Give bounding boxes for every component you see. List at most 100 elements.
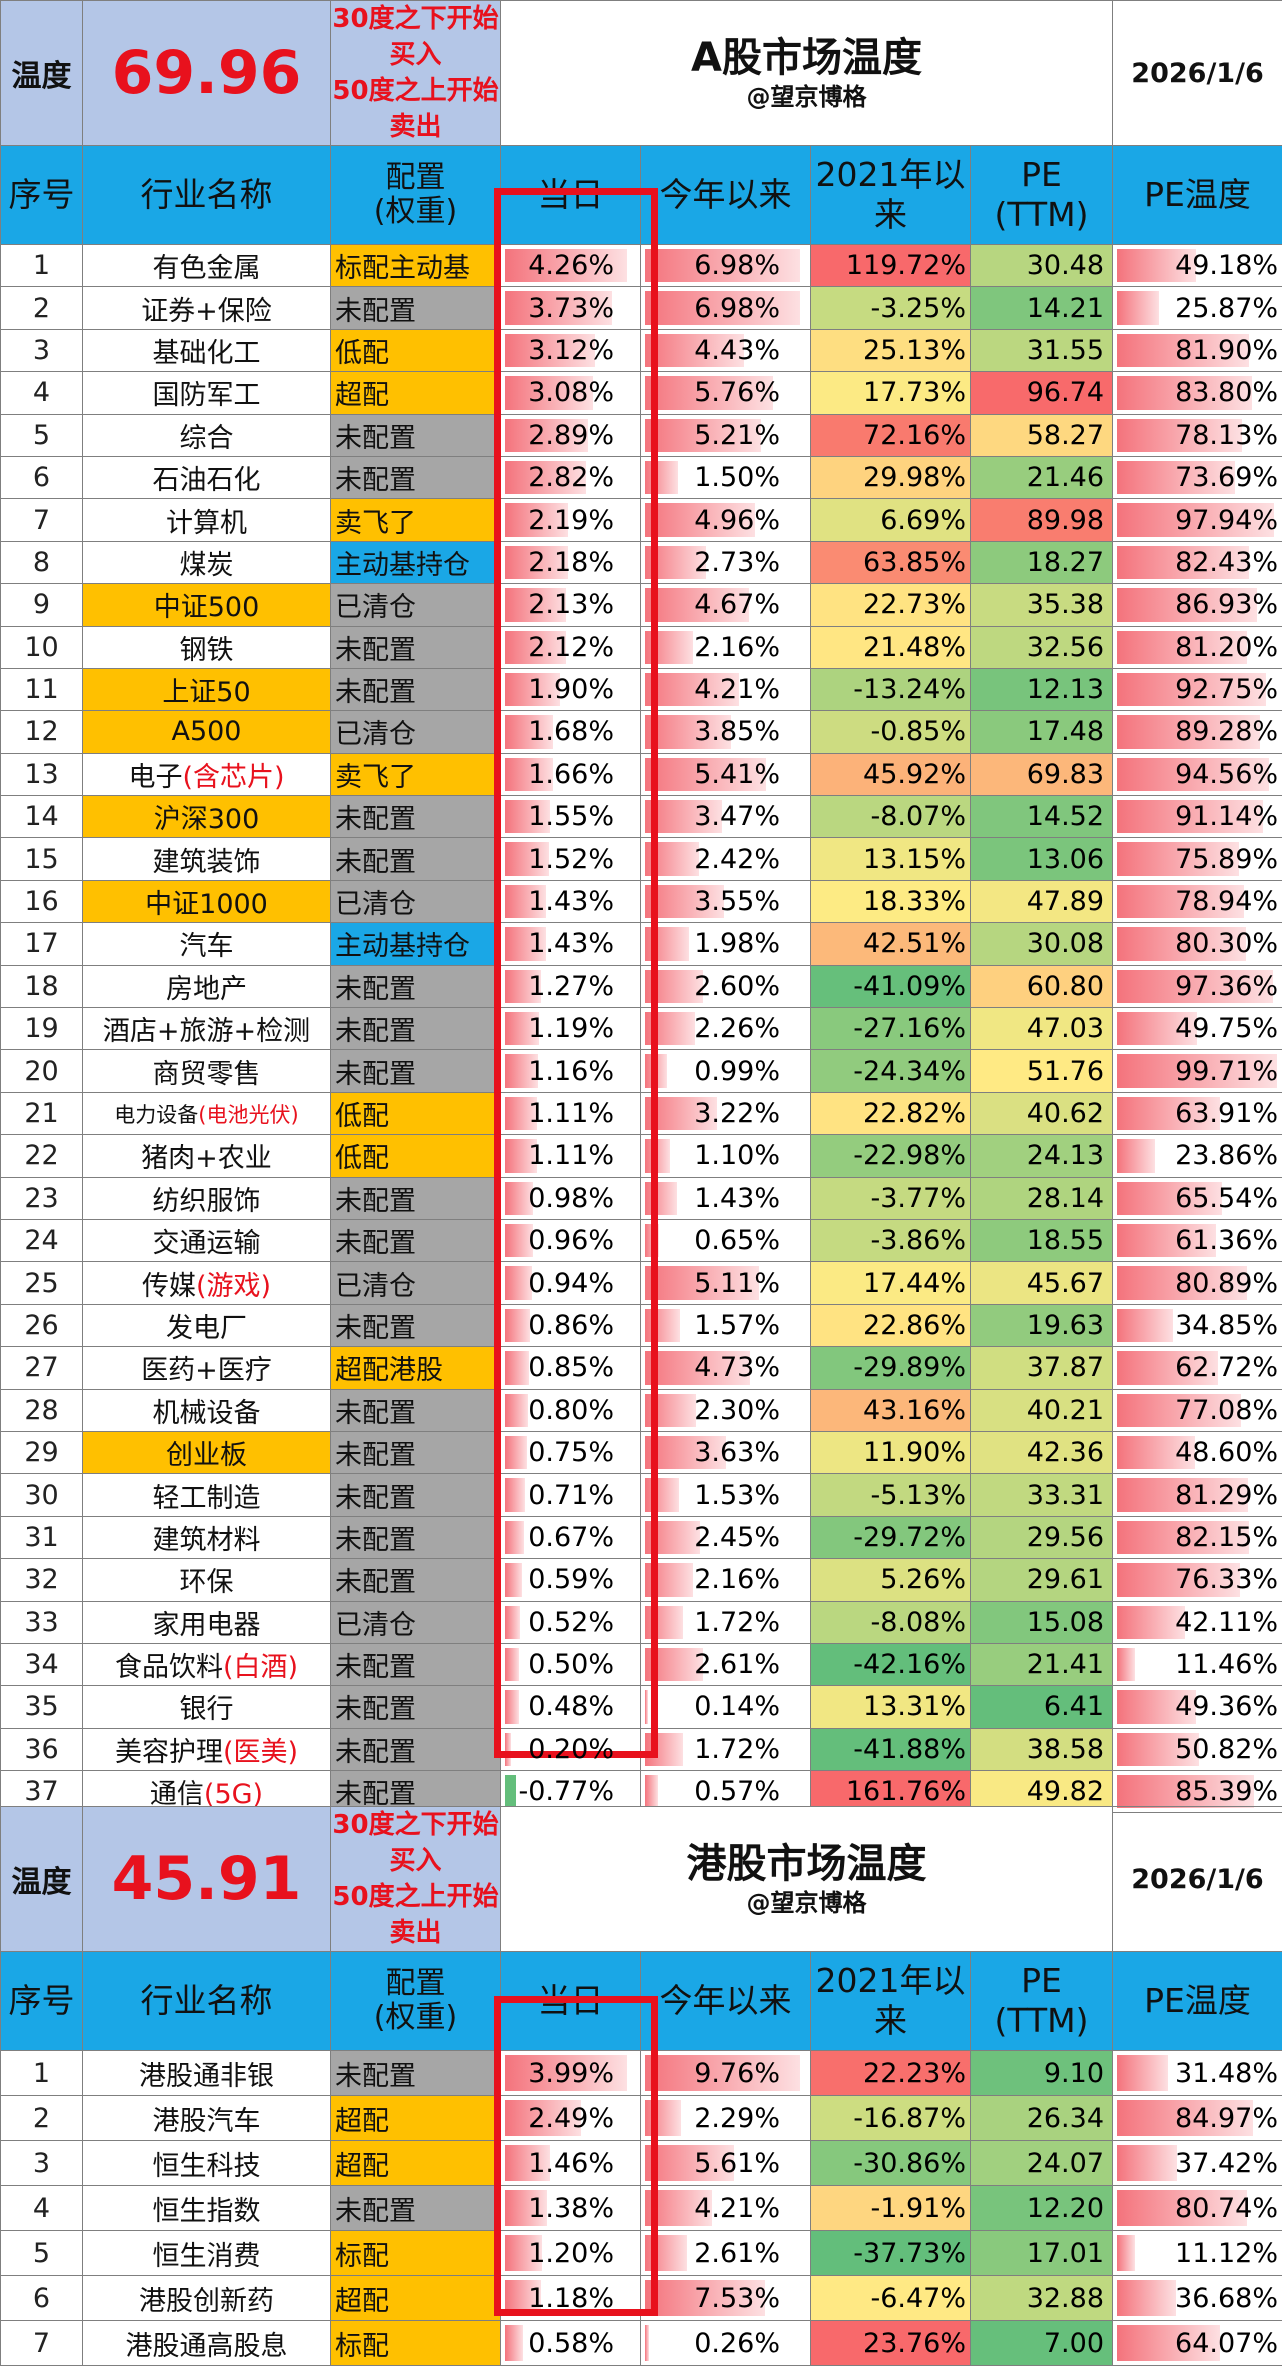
industry-name: 纺织服饰	[83, 1177, 331, 1219]
allocation-cell: 未配置	[331, 838, 501, 880]
allocation-cell: 未配置	[331, 456, 501, 498]
since-2021-cell: -8.08%	[811, 1601, 971, 1643]
row-index: 13	[1, 753, 83, 795]
ytd-change-cell: 2.45%	[641, 1516, 811, 1558]
allocation-cell: 超配港股	[331, 1347, 501, 1389]
daily-change-cell: 1.27%	[501, 965, 641, 1007]
ytd-change-text: 5.41%	[694, 759, 780, 790]
ytd-change-text: 1.72%	[694, 1607, 780, 1638]
pe-ttm-cell: 19.63	[971, 1304, 1113, 1346]
row-index: 10	[1, 626, 83, 668]
date-text: 2026/1/6	[1113, 1807, 1282, 1952]
daily-change-text: 1.20%	[528, 2238, 614, 2269]
col-header-since2021: 2021年以来	[811, 146, 971, 245]
pe-temperature-text: 73.69%	[1175, 462, 1278, 493]
pe-temperature-cell: 36.68%	[1113, 2276, 1282, 2321]
industry-name: 钢铁	[83, 626, 331, 668]
row-index: 27	[1, 1347, 83, 1389]
daily-change-cell: 0.48%	[501, 1686, 641, 1728]
allocation-cell: 已清仓	[331, 1262, 501, 1304]
industry-name: 轻工制造	[83, 1474, 331, 1516]
pe-ttm-cell: 9.10	[971, 2051, 1113, 2096]
ytd-databar	[645, 1224, 659, 1257]
since-2021-cell: 22.73%	[811, 584, 971, 626]
rule-line-1: 30度之下开始买入	[331, 1807, 500, 1879]
col-header-pe-temp: PE温度	[1113, 146, 1282, 245]
allocation-cell: 未配置	[331, 1304, 501, 1346]
ytd-change-text: 6.98%	[694, 293, 780, 324]
ytd-databar	[645, 461, 678, 494]
pe-temperature-text: 80.89%	[1175, 1268, 1278, 1299]
allocation-cell: 已清仓	[331, 584, 501, 626]
daily-change-text: 1.43%	[528, 886, 614, 917]
industry-name: 医药+医疗	[83, 1347, 331, 1389]
industry-name-text: 中证1000	[145, 889, 268, 920]
industry-name: 沪深300	[83, 796, 331, 838]
industry-name: 美容护理(医美)	[83, 1728, 331, 1770]
pe-temperature-text: 34.85%	[1175, 1310, 1278, 1341]
daily-change-text: 1.27%	[528, 971, 614, 1002]
since-2021-cell: 42.51%	[811, 923, 971, 965]
pe-ttm-cell: 14.21	[971, 287, 1113, 329]
ytd-change-cell: 2.73%	[641, 541, 811, 583]
row-index: 28	[1, 1389, 83, 1431]
ytd-change-cell: 2.30%	[641, 1389, 811, 1431]
industry-name-text: 中证500	[154, 592, 260, 623]
pe-temperature-cell: 42.11%	[1113, 1601, 1282, 1643]
since-2021-cell: -6.47%	[811, 2276, 971, 2321]
pe-temperature-cell: 31.48%	[1113, 2051, 1282, 2096]
industry-name-text: 综合	[180, 423, 234, 454]
industry-name: 酒店+旅游+检测	[83, 1008, 331, 1050]
a-header-row: 序号 行业名称 配置 (权重) 当日 今年以来 2021年以来 PE (TTM)…	[1, 146, 1282, 245]
pe-temperature-text: 23.86%	[1175, 1140, 1278, 1171]
industry-name: 港股创新药	[83, 2276, 331, 2321]
pe-temperature-cell: 75.89%	[1113, 838, 1282, 880]
industry-name-text: 国防军工	[153, 380, 261, 411]
pe-temp-databar	[1117, 1648, 1135, 1681]
row-index: 1	[1, 245, 83, 287]
pe-temperature-cell: 25.87%	[1113, 287, 1282, 329]
ytd-change-cell: 1.72%	[641, 1728, 811, 1770]
industry-name-text: A500	[171, 716, 241, 747]
daily-change-text: 2.19%	[528, 505, 614, 536]
industry-name: 建筑材料	[83, 1516, 331, 1558]
daily-change-cell: 4.26%	[501, 245, 641, 287]
row-index: 15	[1, 838, 83, 880]
daily-change-cell: 1.43%	[501, 880, 641, 922]
allocation-cell: 未配置	[331, 965, 501, 1007]
daily-change-text: 3.73%	[528, 293, 614, 324]
pe-temperature-text: 11.12%	[1175, 2238, 1278, 2269]
col-header-ytd: 今年以来	[641, 146, 811, 245]
ytd-change-cell: 3.47%	[641, 796, 811, 838]
row-index: 25	[1, 1262, 83, 1304]
pe-temperature-cell: 49.18%	[1113, 245, 1282, 287]
allocation-cell: 未配置	[331, 1389, 501, 1431]
daily-databar	[505, 1648, 519, 1681]
ytd-change-text: 3.47%	[694, 801, 780, 832]
pe-temperature-text: 80.30%	[1175, 928, 1278, 959]
pe-ttm-cell: 12.13	[971, 668, 1113, 710]
industry-name: 港股通高股息	[83, 2321, 331, 2366]
title-text: 港股市场温度	[501, 1840, 1112, 1888]
pe-temperature-text: 81.20%	[1175, 632, 1278, 663]
pe-temperature-cell: 78.13%	[1113, 414, 1282, 456]
daily-change-cell: 0.94%	[501, 1262, 641, 1304]
industry-name-text: 港股创新药	[139, 2286, 274, 2317]
allocation-cell: 卖飞了	[331, 753, 501, 795]
hk-header-row: 序号 行业名称 配置 (权重) 当日 今年以来 2021年以来 PE (TTM)…	[1, 1952, 1282, 2051]
row-index: 11	[1, 668, 83, 710]
pe-temperature-text: 42.11%	[1175, 1607, 1278, 1638]
since-2021-cell: 63.85%	[811, 541, 971, 583]
pe-temperature-cell: 50.82%	[1113, 1728, 1282, 1770]
